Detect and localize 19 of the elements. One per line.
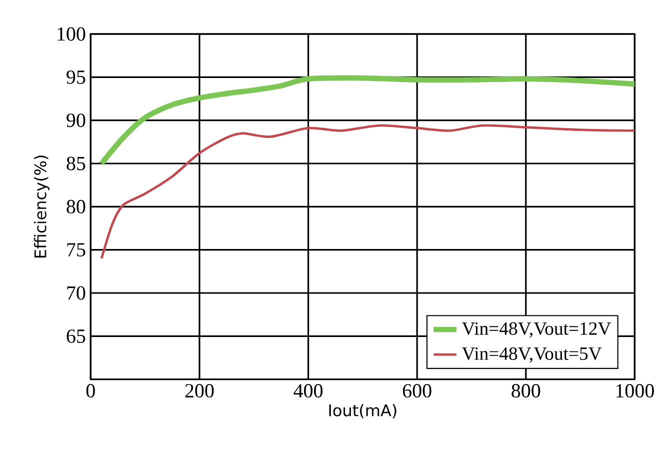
y-tick-label: 95 <box>66 70 86 84</box>
y-tick-label: 80 <box>66 200 86 214</box>
legend-label: Vin=48V,Vout=12V <box>462 322 611 338</box>
y-tick-label: 70 <box>67 286 86 300</box>
x-tick-label: 200 <box>185 384 214 398</box>
y-tick-label: 65 <box>66 329 86 343</box>
x-tick-label: 0 <box>86 384 95 398</box>
x-tick-label: 1000 <box>616 384 654 398</box>
y-tick-label: 90 <box>66 114 86 128</box>
x-tick-label: 400 <box>294 384 323 398</box>
x-tick-label: 800 <box>512 384 540 398</box>
x-axis-title: Iout(mA) <box>329 404 396 418</box>
y-axis-title: Efficiency(%) <box>34 156 50 258</box>
y-tick-label: 100 <box>58 27 86 41</box>
y-tick-label: 75 <box>67 243 86 256</box>
line-series <box>100 124 635 260</box>
x-tick-label: 600 <box>402 384 432 398</box>
legend-label: Vin=48V,Vout=5V <box>462 347 602 363</box>
y-tick-label: 85 <box>66 156 86 170</box>
